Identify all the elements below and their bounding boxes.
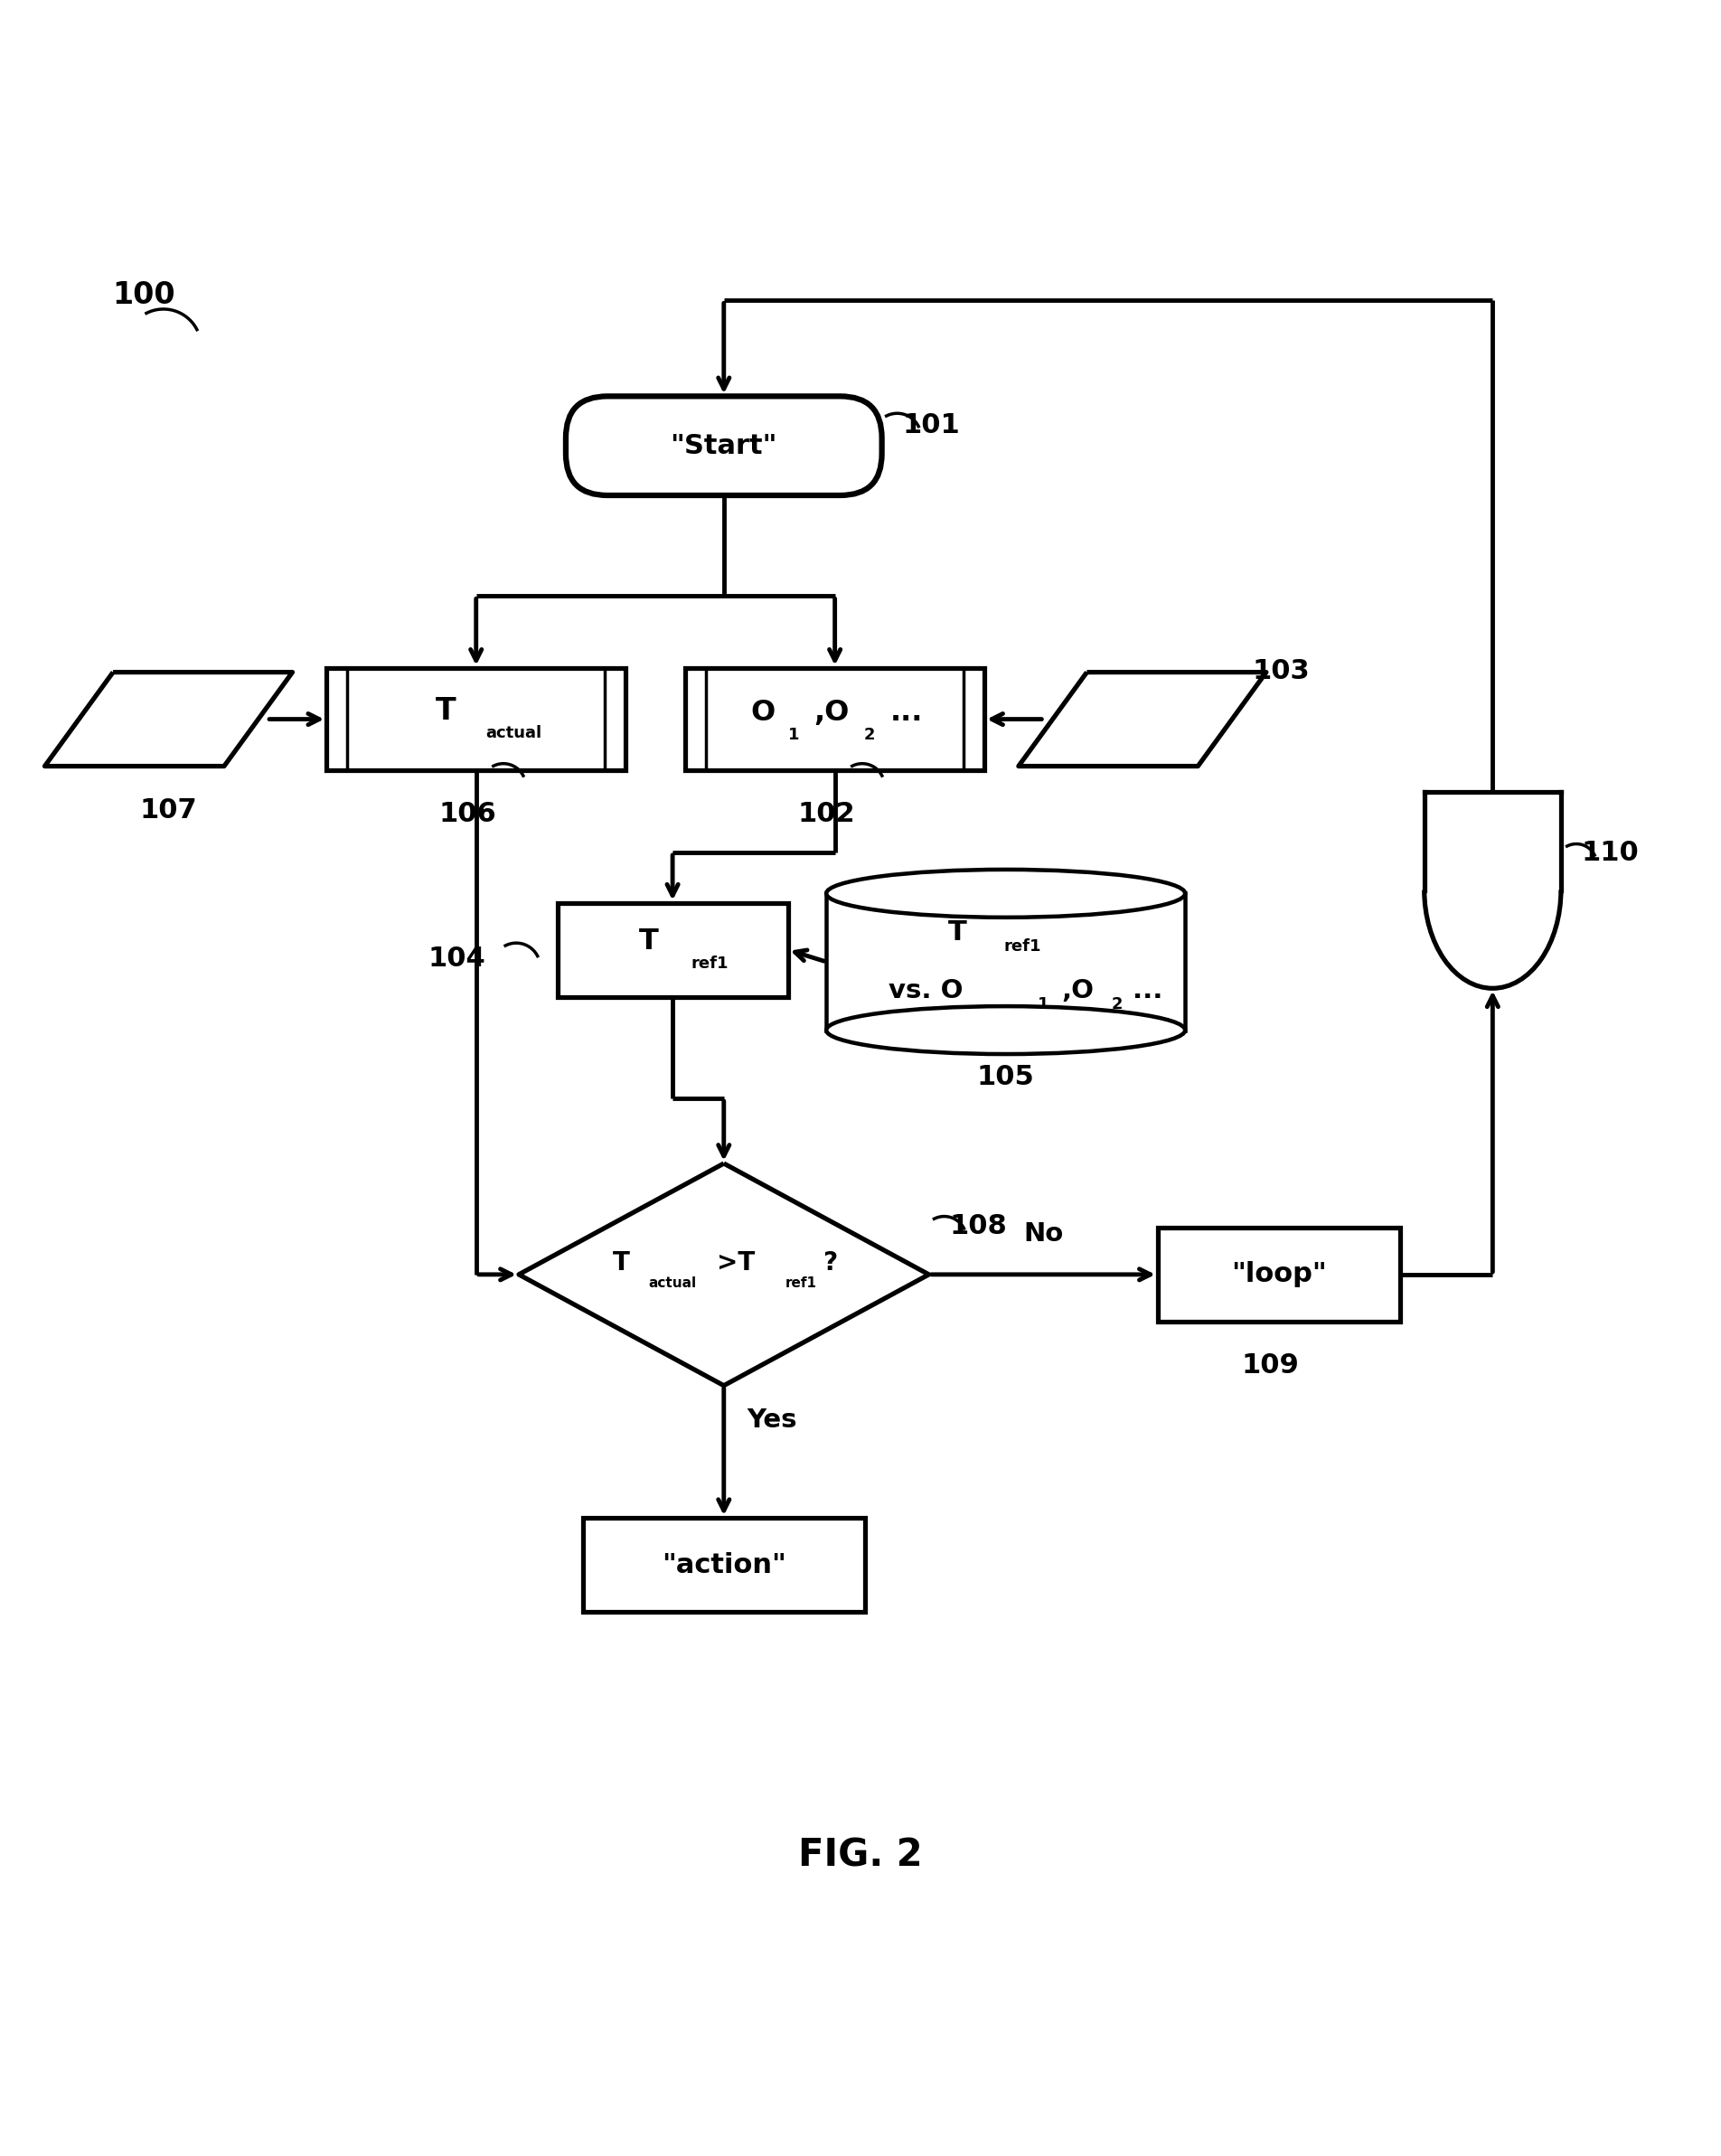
Text: Yes: Yes: [747, 1408, 797, 1432]
Text: ?: ?: [823, 1250, 836, 1274]
Text: 100: 100: [112, 280, 176, 310]
Text: ...: ...: [1132, 979, 1163, 1003]
Text: vs. O: vs. O: [888, 979, 962, 1003]
Text: 1: 1: [788, 727, 800, 742]
Text: ref1: ref1: [692, 955, 730, 972]
Ellipse shape: [826, 1007, 1186, 1054]
Text: actual: actual: [485, 724, 542, 742]
Polygon shape: [518, 1164, 929, 1386]
Text: 106: 106: [439, 802, 496, 828]
Text: No: No: [1024, 1220, 1064, 1246]
Bar: [327, 668, 626, 770]
Text: 101: 101: [902, 412, 960, 438]
Text: "action": "action": [661, 1552, 786, 1578]
Bar: [685, 668, 984, 770]
Text: 108: 108: [950, 1214, 1007, 1240]
Text: ...: ...: [890, 699, 922, 727]
Ellipse shape: [826, 869, 1186, 918]
Text: 110: 110: [1582, 839, 1638, 865]
Text: 104: 104: [429, 944, 485, 972]
Text: T: T: [435, 696, 456, 727]
Text: 102: 102: [797, 802, 855, 828]
Text: ,O: ,O: [814, 699, 848, 727]
Text: 2: 2: [1112, 996, 1122, 1013]
Polygon shape: [1425, 791, 1561, 987]
Text: 107: 107: [139, 798, 198, 824]
Text: "loop": "loop": [1231, 1261, 1327, 1287]
Text: 103: 103: [1253, 658, 1310, 683]
Text: ref1: ref1: [785, 1276, 816, 1289]
Polygon shape: [45, 673, 293, 765]
Text: ,O: ,O: [1062, 979, 1095, 1003]
Text: 109: 109: [1241, 1352, 1299, 1378]
Text: T: T: [638, 927, 659, 955]
FancyBboxPatch shape: [566, 397, 881, 496]
Text: "Start": "Start": [669, 433, 778, 459]
Polygon shape: [1019, 673, 1267, 765]
Text: 2: 2: [864, 727, 874, 742]
Text: ref1: ref1: [1003, 938, 1041, 955]
Text: T: T: [948, 921, 967, 946]
Polygon shape: [826, 893, 1186, 1031]
Bar: [1158, 1227, 1401, 1322]
Text: T: T: [613, 1250, 630, 1274]
Text: O: O: [750, 699, 776, 727]
Text: FIG. 2: FIG. 2: [799, 1837, 922, 1874]
Bar: [583, 1518, 864, 1613]
Text: actual: actual: [649, 1276, 697, 1289]
Text: >T: >T: [716, 1250, 756, 1274]
Text: 105: 105: [978, 1065, 1034, 1091]
Text: 1: 1: [1038, 996, 1050, 1013]
Bar: [558, 903, 788, 996]
